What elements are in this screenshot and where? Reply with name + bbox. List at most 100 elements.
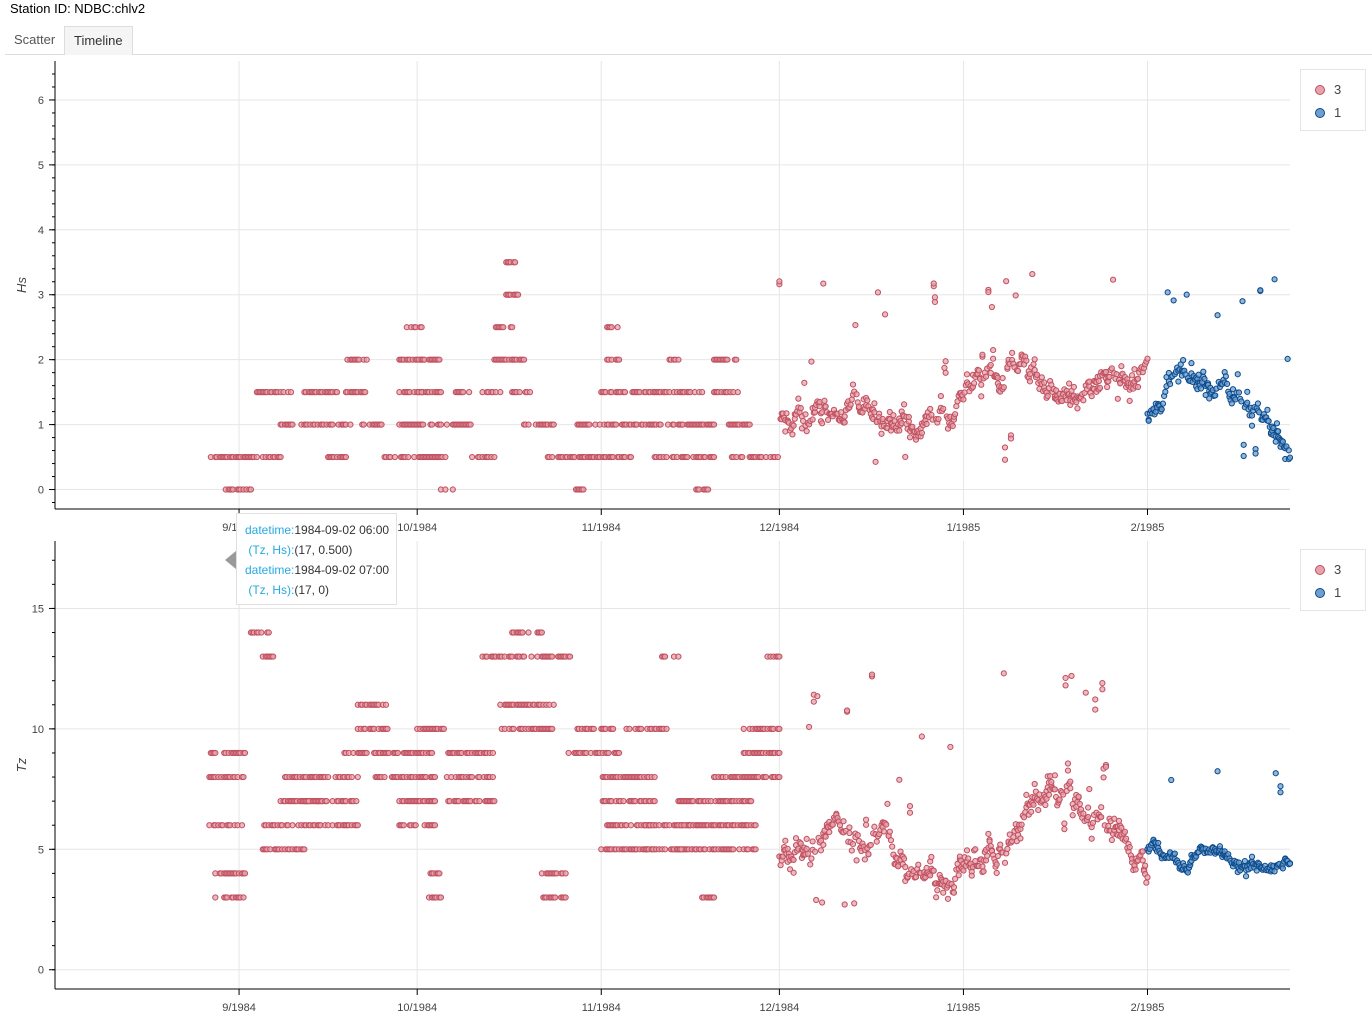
x-tick-label: 10/1984 [397,1002,437,1014]
legend-top: 3 1 [1300,69,1366,131]
data-point [1108,836,1115,844]
y-axis-label: Tz [14,757,29,772]
data-point [1100,774,1107,781]
data-point [1070,383,1077,391]
data-point [1000,384,1007,391]
data-point [1099,686,1106,693]
data-point [1159,400,1167,407]
data-point [865,851,872,858]
data-point [971,380,978,387]
data-point [1132,866,1139,873]
data-point [1035,806,1042,814]
data-point [1066,380,1073,387]
data-point [886,828,893,835]
data-point [289,421,296,428]
data-point [809,838,816,845]
data-point [776,773,783,781]
data-point [626,725,633,732]
data-point [1069,812,1076,819]
data-point [512,259,519,266]
data-point [829,821,836,828]
data-point [615,749,623,757]
y-tick-label: 0 [38,485,44,497]
data-point [890,412,897,419]
data-point [980,868,987,875]
tooltip-value: (17, 0.500) [294,543,353,557]
data-point [915,861,922,868]
data-point [1045,791,1053,798]
data-point [1109,276,1117,283]
data-point [1170,297,1177,304]
data-point [843,707,851,714]
data-point [820,280,827,287]
tooltip-arrow [225,551,236,569]
data-point [950,884,958,891]
data-point [1080,397,1087,404]
data-point [1007,435,1015,442]
data-point [1064,767,1072,774]
data-point [247,486,255,493]
data-point [1155,839,1162,847]
data-point [1067,778,1074,785]
data-point [1061,826,1068,833]
data-point [580,486,587,493]
data-point [1108,365,1115,372]
data-point [1095,377,1102,385]
data-point [1056,796,1063,803]
data-point [1062,674,1069,682]
data-point [1044,392,1051,400]
legend-item-1[interactable]: 1 [1315,585,1341,601]
data-point [212,894,219,901]
legend-dot-icon [1315,588,1325,598]
data-point [1051,786,1058,793]
data-point [1244,388,1251,395]
data-point [1235,389,1243,396]
legend-item-3[interactable]: 3 [1315,562,1341,578]
tooltip-value: 1984-09-02 07:00 [294,563,390,577]
data-point [491,798,498,805]
data-point [730,846,737,853]
data-point [880,828,887,835]
data-point [705,486,712,493]
data-point [963,371,971,378]
data-point [810,698,817,705]
tab-timeline[interactable]: Timeline [64,26,133,55]
data-point [277,453,284,461]
data-point [821,397,828,404]
data-point [984,852,991,859]
data-point [1092,696,1099,703]
y-tick-label: 15 [32,603,44,615]
tooltip-row: (Tz, Hs):(17, 0.500) [245,543,352,557]
data-point [610,725,617,732]
data-point [847,401,854,408]
data-point [1041,379,1048,386]
data-point [323,798,330,805]
data-point [1114,395,1121,402]
data-point [1286,454,1294,461]
data-point [1009,349,1016,356]
data-point [405,453,412,461]
tab-scatter[interactable]: Scatter [14,32,56,47]
data-point [241,749,249,757]
data-point [1164,289,1171,296]
data-point [1031,356,1038,363]
data-point [906,802,914,810]
data-point [990,346,997,354]
data-point [562,894,569,901]
legend-item-3[interactable]: 3 [1315,82,1341,98]
data-point [1273,420,1281,427]
data-point [968,872,975,879]
data-point [549,453,556,461]
data-point [1033,371,1041,378]
data-point [931,294,939,301]
data-point [1216,843,1224,850]
data-point [663,453,670,461]
data-point [1064,760,1072,767]
data-point [955,872,962,879]
data-point [1222,373,1229,380]
data-point [270,653,277,660]
data-point [360,421,367,428]
legend-item-1[interactable]: 1 [1315,105,1341,121]
data-point [776,749,783,757]
